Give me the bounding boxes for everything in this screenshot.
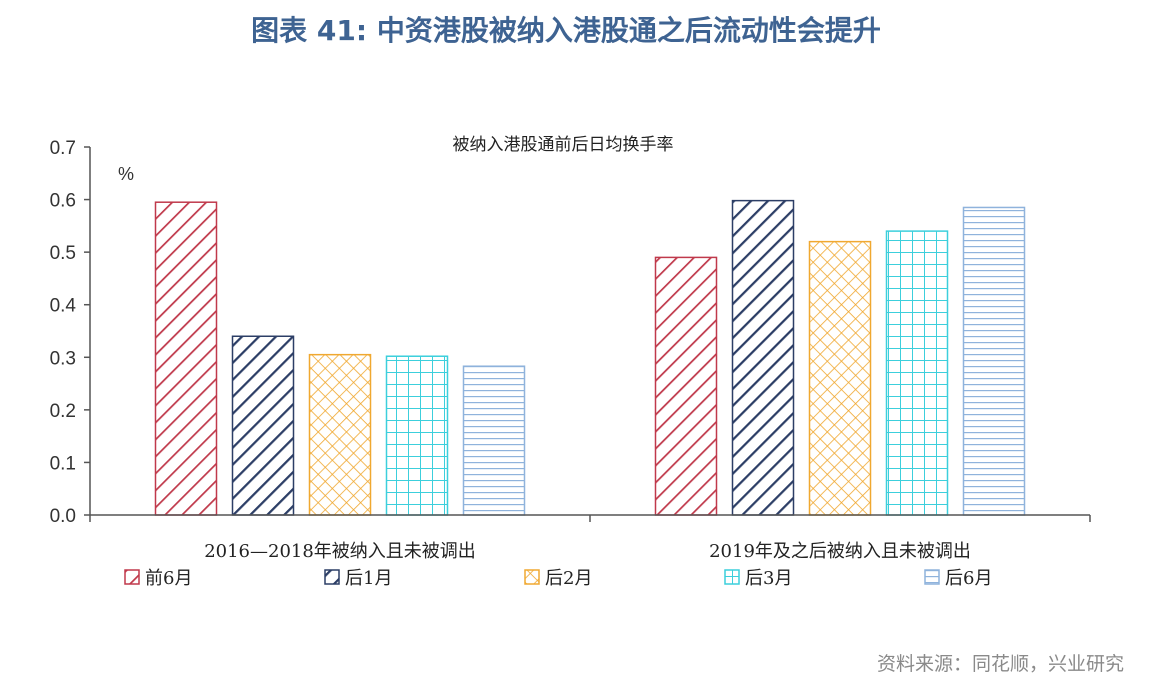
bar-前6月 [154,201,218,516]
legend-swatch [524,569,540,585]
bar-后2月 [808,240,872,516]
source-note: 资料来源：同花顺，兴业研究 [877,653,1124,675]
plot-title: 被纳入港股通前后日均换手率 [453,135,674,155]
legend-swatch [924,569,940,585]
bar-后6月 [962,206,1026,516]
bar-后1月 [731,199,795,516]
x-axis: 2016—2018年被纳入且未被调出 2019年及之后被纳入且未被调出 [89,514,1091,562]
legend-label: 前6月 [145,568,192,589]
x-category-label: 2019年及之后被纳入且未被调出 [709,541,971,562]
bar-后2月 [308,353,372,516]
legend-label: 后3月 [745,568,792,589]
legend-swatch [724,569,740,585]
y-tick-label: 0.7 [50,138,76,159]
x-category-label: 2016—2018年被纳入且未被调出 [204,541,476,562]
y-tick-label: 0.6 [50,191,76,212]
bar-后1月 [231,335,295,516]
y-axis-unit: % [118,164,134,184]
bar-后6月 [462,365,526,516]
legend-label: 后1月 [345,568,392,589]
y-axis: 0.0 0.1 0.2 0.3 0.4 0.5 0.6 0.7 [50,138,91,527]
bar-后3月 [885,230,949,516]
y-tick-label: 0.1 [50,453,76,474]
figure-title: 图表 41: 中资港股被纳入港股通之后流动性会提升 [251,14,881,47]
bar-前6月 [654,256,718,516]
bar-后3月 [385,355,449,516]
legend: 前6月 后1月 后2月 后3月 后6月 [124,568,992,589]
legend-label: 后6月 [945,568,992,589]
legend-swatch [124,569,140,585]
legend-label: 后2月 [545,568,592,589]
y-tick-label: 0.2 [50,401,76,422]
y-tick-label: 0.5 [50,243,76,264]
y-tick-label: 0.0 [50,506,76,527]
y-tick-label: 0.4 [50,296,77,317]
y-tick-label: 0.3 [50,348,76,369]
bar-series [154,199,1026,516]
legend-swatch [324,569,340,585]
